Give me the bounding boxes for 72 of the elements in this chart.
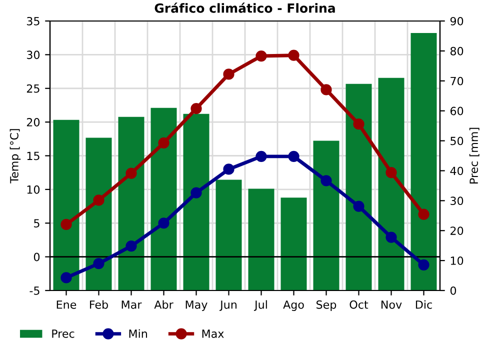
bar bbox=[280, 198, 307, 290]
point bbox=[353, 200, 364, 212]
bar bbox=[346, 84, 372, 290]
chart-title: Gráfico climático - Florina bbox=[154, 2, 335, 13]
point bbox=[126, 168, 137, 179]
bar bbox=[86, 138, 112, 290]
y-tick-label: 25 bbox=[26, 84, 40, 93]
x-tick-label: Mar bbox=[122, 300, 142, 309]
x-tick-label: Ago bbox=[283, 300, 304, 311]
point bbox=[256, 50, 267, 62]
y2-tick-label: 70 bbox=[450, 76, 464, 86]
y2-tick-label: 80 bbox=[450, 46, 464, 56]
y-axis-title: Temp [°C] bbox=[10, 129, 21, 184]
bar bbox=[410, 32, 437, 290]
bar bbox=[378, 78, 404, 290]
point bbox=[256, 150, 267, 162]
x-tick-label: Oct bbox=[350, 300, 368, 309]
bar bbox=[248, 188, 274, 290]
y-tick-label: -5 bbox=[30, 286, 40, 295]
bar bbox=[216, 180, 242, 290]
point bbox=[288, 50, 300, 61]
y-tick-label: 35 bbox=[26, 16, 40, 26]
y2-tick-label: 20 bbox=[450, 226, 464, 235]
point bbox=[223, 164, 234, 175]
point bbox=[158, 218, 170, 229]
x-tick-label: Sep bbox=[316, 300, 336, 311]
bar bbox=[183, 114, 210, 290]
y-tick-label: 5 bbox=[34, 219, 40, 228]
bar bbox=[53, 120, 80, 290]
point bbox=[223, 68, 234, 80]
point bbox=[320, 175, 332, 186]
x-tick-label: Abr bbox=[154, 300, 174, 309]
x-tick-label: Ene bbox=[56, 300, 76, 309]
y2-tick-label: 10 bbox=[450, 256, 464, 265]
y-tick-label: 20 bbox=[26, 118, 40, 126]
point bbox=[126, 240, 137, 252]
point bbox=[386, 167, 397, 178]
y-tick-label: 0 bbox=[34, 252, 40, 262]
point bbox=[386, 232, 397, 243]
y-tick-label: 15 bbox=[27, 152, 40, 160]
point bbox=[320, 84, 332, 96]
y2-axis-title: Prec [mm] bbox=[469, 128, 480, 184]
y2-tick-label: 50 bbox=[450, 136, 464, 146]
point bbox=[93, 258, 104, 270]
y2-tick-label: 0 bbox=[450, 286, 456, 295]
point bbox=[418, 208, 430, 220]
y2-tick-label: 40 bbox=[450, 166, 464, 176]
y-tick-label: 10 bbox=[27, 185, 40, 194]
legend-label: Min bbox=[129, 329, 147, 338]
point bbox=[288, 150, 300, 162]
x-tick-label: Feb bbox=[90, 300, 108, 309]
x-tick-label: May bbox=[186, 300, 208, 311]
y2-tick-label: 90 bbox=[450, 16, 464, 26]
point bbox=[190, 103, 202, 114]
point bbox=[158, 137, 170, 149]
y2-tick-label: 30 bbox=[450, 196, 464, 206]
legend-label: Prec bbox=[52, 330, 74, 338]
y2-tick-label: 60 bbox=[450, 106, 464, 116]
point bbox=[353, 118, 364, 130]
point bbox=[60, 272, 72, 284]
point bbox=[60, 218, 72, 230]
bar bbox=[118, 116, 144, 290]
x-tick-label: Nov bbox=[381, 300, 402, 309]
x-tick-label: Jul bbox=[254, 300, 267, 311]
point bbox=[93, 194, 104, 206]
bar bbox=[313, 140, 340, 290]
y-tick-label: 30 bbox=[26, 50, 40, 60]
x-tick-label: Dic bbox=[416, 300, 432, 309]
x-tick-label: Jun bbox=[219, 300, 236, 311]
legend-label: Max bbox=[202, 330, 224, 338]
point bbox=[190, 187, 202, 198]
point bbox=[418, 259, 430, 270]
